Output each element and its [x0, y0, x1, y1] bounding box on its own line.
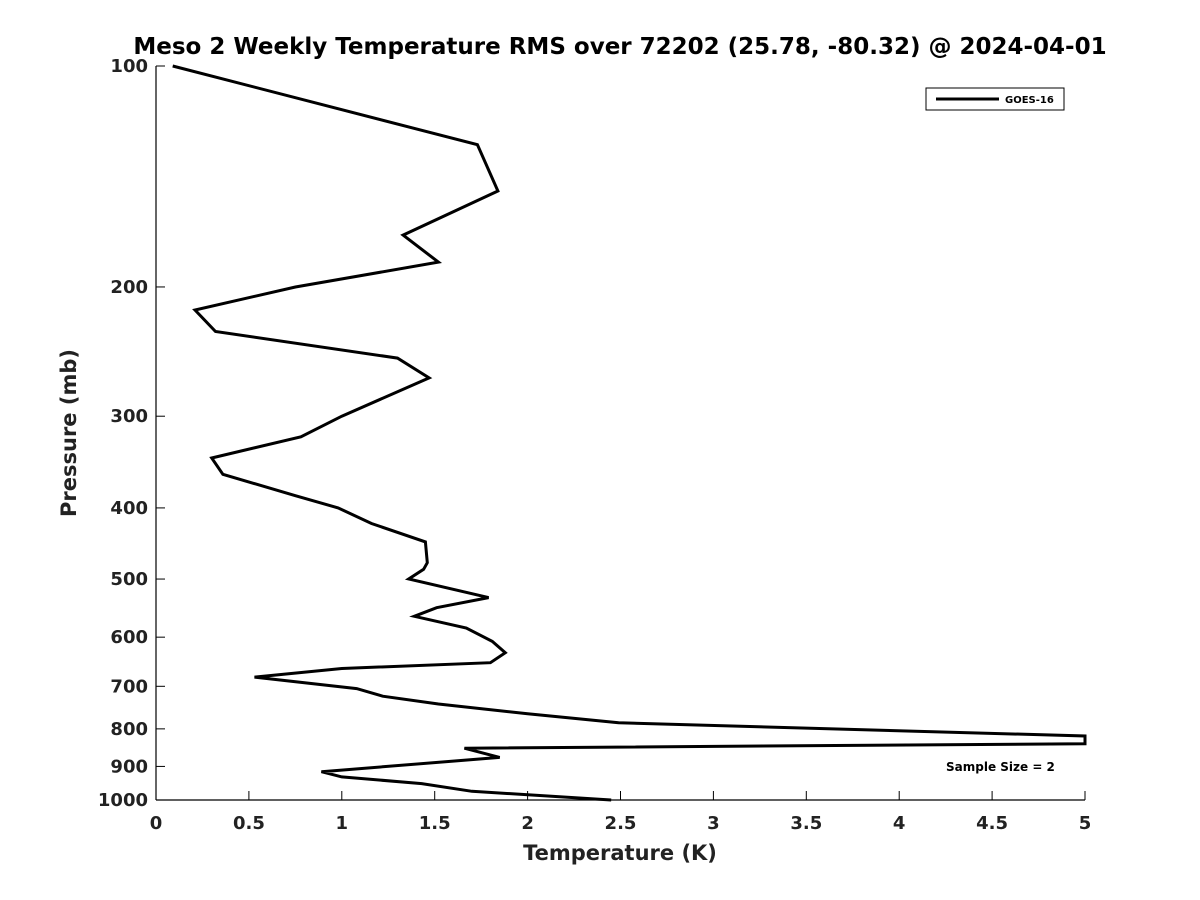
x-tick-label: 1 — [336, 813, 349, 834]
x-axis-ticks: 0 0.5 1 1.5 2 2.5 3 3.5 4 4.5 5 — [150, 791, 1092, 834]
y-tick-label: 200 — [110, 277, 148, 298]
x-tick-label: 2 — [521, 813, 534, 834]
plot-area — [155, 66, 1085, 801]
y-tick-label: 400 — [110, 498, 148, 519]
y-tick-label: 100 — [110, 56, 148, 77]
x-axis-label: Temperature (K) — [523, 841, 717, 865]
y-tick-label: 800 — [110, 719, 148, 740]
series-line-goes-16 — [172, 64, 1087, 802]
x-tick-label: 2.5 — [605, 813, 637, 834]
x-tick-label: 3.5 — [790, 813, 822, 834]
x-tick-label: 0 — [150, 813, 163, 834]
legend-label-goes-16: GOES-16 — [1005, 95, 1054, 106]
x-tick-label: 3 — [707, 813, 720, 834]
y-tick-label: 1000 — [98, 790, 148, 811]
x-tick-label: 4.5 — [976, 813, 1008, 834]
legend: GOES-16 — [925, 87, 1065, 111]
sample-size-annotation: Sample Size = 2 — [946, 760, 1055, 774]
y-tick-label: 600 — [110, 627, 148, 648]
x-tick-label: 4 — [893, 813, 906, 834]
y-axis-ticks: 100 200 300 400 500 600 700 800 900 1000 — [98, 56, 165, 811]
chart-title: Meso 2 Weekly Temperature RMS over 72202… — [133, 34, 1106, 60]
x-tick-label: 5 — [1079, 813, 1092, 834]
series-layer — [172, 64, 1087, 802]
x-tick-label: 0.5 — [233, 813, 265, 834]
y-tick-label: 700 — [110, 676, 148, 697]
y-tick-label: 300 — [110, 406, 148, 427]
y-tick-label: 500 — [110, 569, 148, 590]
y-tick-label: 900 — [110, 756, 148, 777]
y-axis-label: Pressure (mb) — [57, 349, 81, 517]
x-tick-label: 1.5 — [419, 813, 451, 834]
